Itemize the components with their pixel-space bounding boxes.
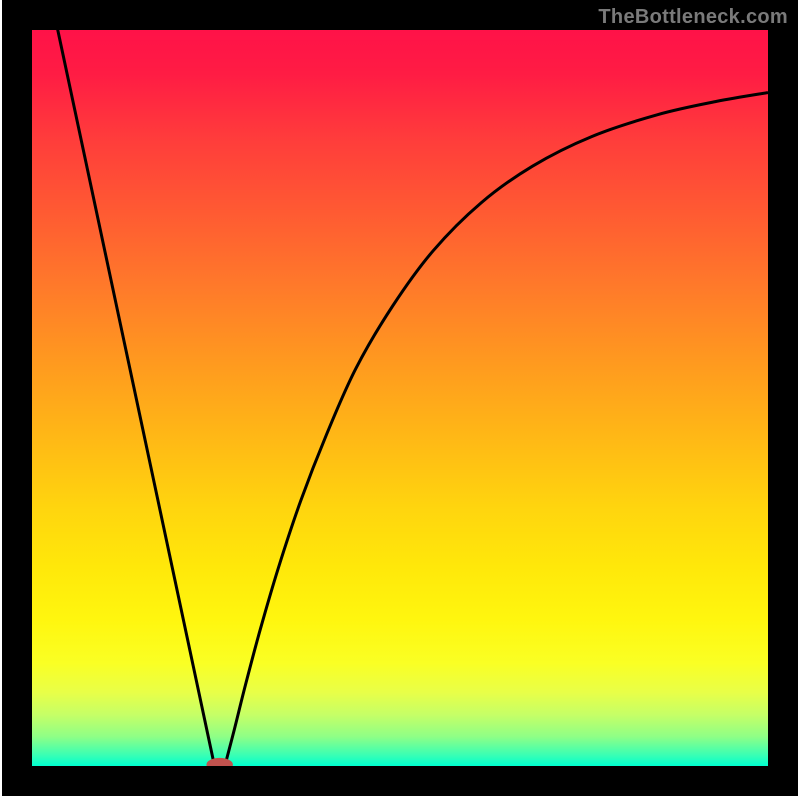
chart-container: TheBottleneck.com xyxy=(0,0,800,800)
watermark-text: TheBottleneck.com xyxy=(598,6,788,29)
plot-background xyxy=(32,30,768,766)
bottleneck-chart xyxy=(0,0,800,800)
